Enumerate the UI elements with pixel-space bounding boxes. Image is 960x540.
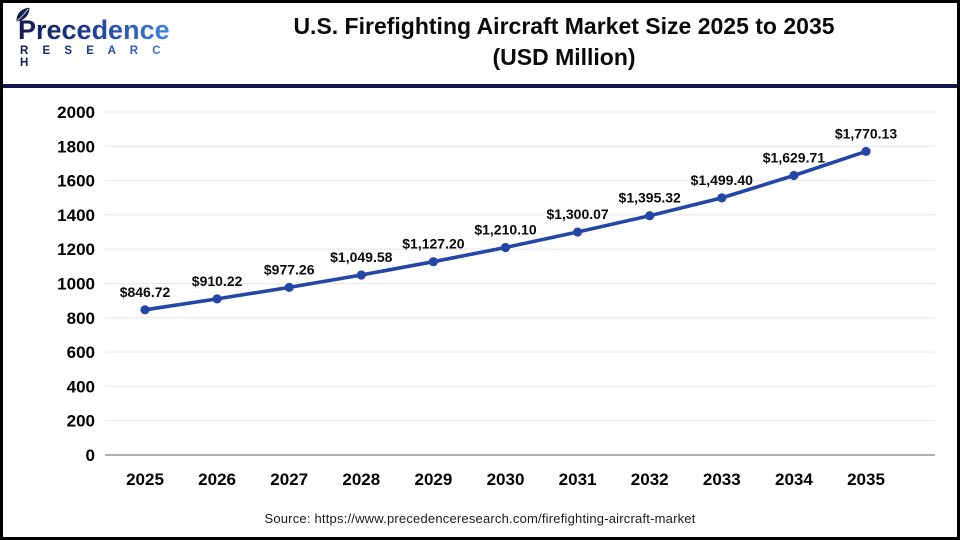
x-tick-label: 2031 — [559, 470, 597, 489]
x-tick-label: 2035 — [847, 470, 885, 489]
data-point-label: $1,049.58 — [330, 249, 392, 265]
data-point-label: $1,210.10 — [474, 221, 536, 237]
x-tick-label: 2026 — [198, 470, 236, 489]
chart-title-line1: U.S. Firefighting Aircraft Market Size 2… — [293, 13, 835, 39]
y-tick-label: 2000 — [57, 103, 95, 122]
y-tick-label: 1200 — [57, 240, 95, 259]
x-tick-label: 2032 — [631, 470, 669, 489]
y-tick-label: 1600 — [57, 172, 95, 191]
brand-logo: Precedence R E S E A R C H — [0, 0, 178, 84]
x-tick-label: 2028 — [342, 470, 380, 489]
data-point — [428, 257, 438, 267]
data-point-label: $1,395.32 — [619, 190, 681, 206]
data-point — [284, 282, 294, 292]
data-point-label: $1,629.71 — [763, 150, 825, 166]
x-tick-label: 2034 — [775, 470, 813, 489]
data-point-label: $1,300.07 — [546, 206, 608, 222]
data-point-label: $846.72 — [120, 284, 171, 300]
brand-subtitle: R E S E A R C H — [18, 45, 178, 69]
y-tick-label: 0 — [86, 446, 95, 465]
x-tick-label: 2029 — [414, 470, 452, 489]
data-point — [212, 294, 222, 304]
x-tick-label: 2030 — [487, 470, 525, 489]
data-point — [573, 227, 583, 237]
brand-name-text: Precedence — [18, 15, 170, 45]
chart-title-line2: (USD Million) — [492, 44, 636, 70]
data-point-label: $977.26 — [264, 261, 315, 277]
data-point — [645, 211, 655, 221]
data-point — [789, 170, 799, 181]
source-note: Source: https://www.precedenceresearch.c… — [264, 511, 696, 526]
data-point-label: $1,499.40 — [691, 172, 753, 188]
data-point-label: $910.22 — [192, 273, 243, 289]
data-point — [356, 270, 366, 280]
x-tick-label: 2025 — [126, 470, 164, 489]
data-point — [500, 242, 511, 253]
data-point — [140, 305, 150, 315]
y-tick-label: 800 — [67, 309, 95, 328]
data-point-label: $1,127.20 — [402, 236, 464, 252]
y-tick-label: 600 — [67, 343, 95, 362]
chart-title: U.S. Firefighting Aircraft Market Size 2… — [178, 0, 960, 84]
y-tick-label: 400 — [67, 377, 95, 396]
y-tick-label: 1800 — [57, 137, 95, 156]
x-tick-label: 2027 — [270, 470, 308, 489]
data-point — [717, 193, 727, 203]
data-point-label: $1,770.13 — [835, 125, 897, 141]
leaf-icon — [16, 7, 30, 22]
y-tick-label: 1000 — [57, 275, 95, 294]
data-point — [861, 146, 871, 157]
brand-name: Precedence — [16, 7, 170, 45]
y-tick-label: 200 — [67, 412, 95, 431]
header: Precedence R E S E A R C H U.S. Firefigh… — [0, 0, 960, 88]
y-tick-label: 1400 — [57, 206, 95, 225]
x-tick-label: 2033 — [703, 470, 741, 489]
